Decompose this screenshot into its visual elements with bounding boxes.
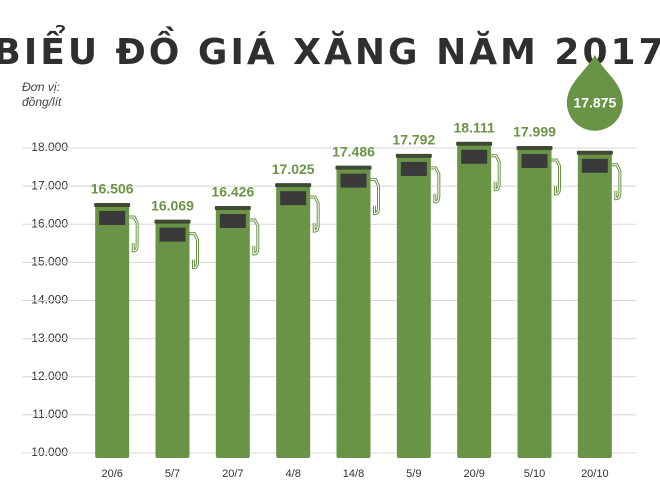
bar-cap (154, 219, 191, 224)
bar-cap (456, 141, 493, 146)
bar-cap (576, 150, 613, 155)
y-tick-label: 15.000 (31, 255, 68, 269)
y-tick-label: 17.000 (31, 178, 68, 192)
y-tick-label: 18.000 (31, 140, 68, 154)
pump-hose-outline (551, 159, 560, 195)
bar-cap (94, 202, 131, 207)
pump-hose-outline (611, 164, 621, 200)
x-tick-label: 5/7 (165, 468, 180, 480)
bar (336, 167, 371, 458)
bar-cap (275, 183, 312, 188)
pump-screen (159, 227, 186, 242)
x-tick-label: 5/9 (406, 468, 421, 480)
x-tick-label: 20/6 (101, 468, 122, 480)
x-tick-label: 14/8 (343, 468, 364, 480)
pump-screen (400, 161, 427, 176)
pump-hose-outline (310, 196, 319, 232)
value-label: 16.069 (151, 197, 194, 213)
pump-screen (280, 191, 307, 206)
bar (396, 155, 431, 458)
pump-hose-outline (129, 216, 138, 252)
y-axis-label: Đơn vị: (22, 80, 60, 94)
bar-cap (214, 206, 251, 211)
bar (215, 208, 250, 458)
pump-screen (521, 154, 548, 169)
chart-title: BIỂU ĐỒ GIÁ XĂNG NĂM 2017 (0, 25, 660, 73)
y-tick-label: 14.000 (31, 293, 68, 307)
pump-hose-outline (189, 233, 198, 269)
bar (155, 221, 190, 458)
x-tick-label: 20/10 (581, 468, 609, 480)
value-label: 16.506 (91, 181, 134, 197)
y-axis-label: đồng/lít (22, 95, 62, 109)
x-tick-label: 4/8 (286, 468, 301, 480)
y-tick-label: 10.000 (31, 445, 68, 459)
value-label: 18.111 (454, 119, 495, 135)
pump-screen (461, 149, 488, 164)
bar (577, 152, 612, 458)
value-label: 17.025 (272, 161, 315, 177)
x-tick-label: 20/7 (222, 468, 243, 480)
y-tick-label: 11.000 (32, 407, 68, 421)
pump-hose-outline (370, 179, 379, 215)
pump-hose-outline (491, 155, 500, 191)
value-label: 17.875 (573, 94, 616, 110)
y-tick-label: 13.000 (31, 331, 68, 345)
pump-hose-outline (249, 219, 259, 255)
pump-screen (219, 214, 246, 229)
y-tick-label: 16.000 (31, 216, 68, 230)
bar-cap (335, 165, 372, 170)
value-label: 17.792 (392, 132, 435, 148)
value-label: 17.999 (513, 124, 556, 140)
bar (517, 148, 552, 458)
pump-hose-outline (430, 167, 440, 203)
pump-screen (99, 210, 126, 225)
pump-screen (340, 173, 367, 188)
pump-screen (581, 158, 608, 173)
x-tick-label: 5/10 (524, 468, 545, 480)
highlight-drop (566, 54, 623, 131)
value-label: 17.486 (332, 143, 375, 159)
bar (276, 185, 311, 458)
bar-cap (516, 146, 553, 151)
value-label: 16.426 (211, 184, 254, 200)
bar (95, 204, 130, 458)
y-tick-label: 12.000 (31, 369, 68, 383)
x-tick-label: 20/9 (463, 468, 484, 480)
bar-cap (395, 153, 432, 158)
bar (457, 143, 492, 458)
